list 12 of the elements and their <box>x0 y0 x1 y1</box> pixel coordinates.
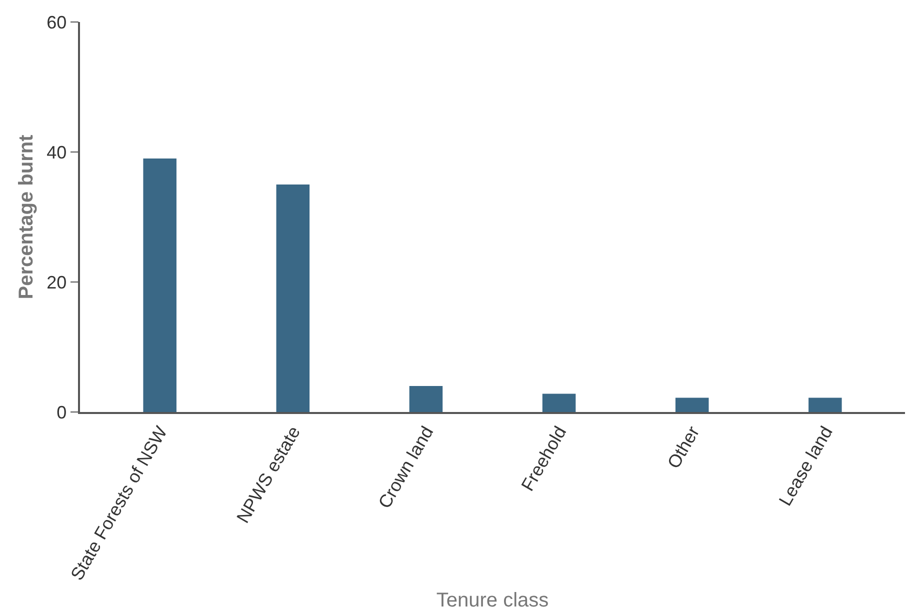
bar <box>808 398 842 412</box>
x-axis-title: Tenure class <box>436 590 549 612</box>
y-tick-label: 60 <box>46 12 67 32</box>
bar <box>542 394 576 412</box>
y-axis-title: Percentage burnt <box>16 134 38 300</box>
y-tick-label: 0 <box>56 402 67 422</box>
y-tick-label: 40 <box>46 142 67 162</box>
bar <box>409 386 443 412</box>
bar <box>143 158 176 412</box>
bar <box>276 184 310 412</box>
bar <box>675 398 709 412</box>
y-tick-label: 20 <box>46 272 67 292</box>
